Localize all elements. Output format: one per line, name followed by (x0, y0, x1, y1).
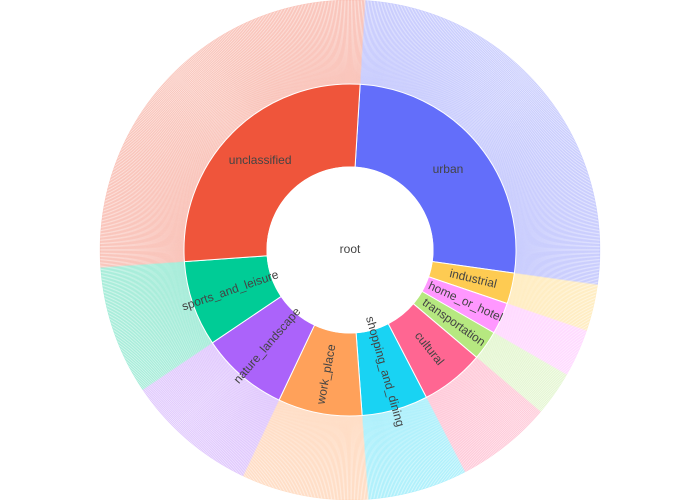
outer-band-nature-landscape (142, 342, 280, 477)
label-unclassified: unclassified (229, 153, 292, 167)
outer-band-sports-and-leisure (100, 261, 213, 390)
outer-band-cultural (426, 357, 541, 472)
outer-band-transportation (476, 332, 567, 412)
outer-band-urban (360, 0, 600, 285)
outer-band-work-place (243, 400, 369, 500)
outer-band-industrial (507, 273, 598, 331)
outer-band-unclassified (100, 0, 366, 268)
root-label: root (340, 242, 361, 256)
root-hole[interactable] (266, 166, 434, 334)
outer-band-home-or-hotel (493, 303, 587, 375)
outer-band-shopping-and-dining (362, 397, 466, 500)
inner-ring (183, 83, 517, 417)
label-urban: urban (433, 162, 464, 176)
outer-ring (99, 0, 601, 500)
